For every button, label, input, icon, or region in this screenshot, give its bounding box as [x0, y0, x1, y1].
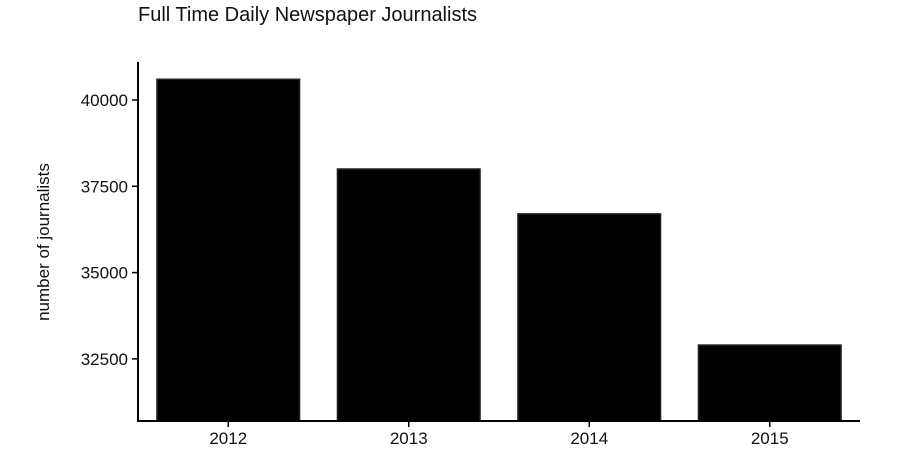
bar-2015 — [697, 344, 842, 422]
y-tick-label: 37500 — [81, 177, 128, 196]
x-tick-label: 2015 — [751, 429, 789, 448]
x-tick-label: 2014 — [570, 429, 608, 448]
chart-title: Full Time Daily Newspaper Journalists — [138, 4, 478, 26]
x-tick-label: 2012 — [209, 429, 247, 448]
bar-2012 — [156, 78, 301, 422]
y-tick-label: 35000 — [81, 264, 128, 283]
y-tick-label: 32500 — [81, 350, 128, 369]
bar-2013 — [336, 168, 481, 422]
y-tick-label: 40000 — [81, 91, 128, 110]
bar-2014 — [517, 213, 662, 422]
x-tick-label: 2013 — [390, 429, 428, 448]
